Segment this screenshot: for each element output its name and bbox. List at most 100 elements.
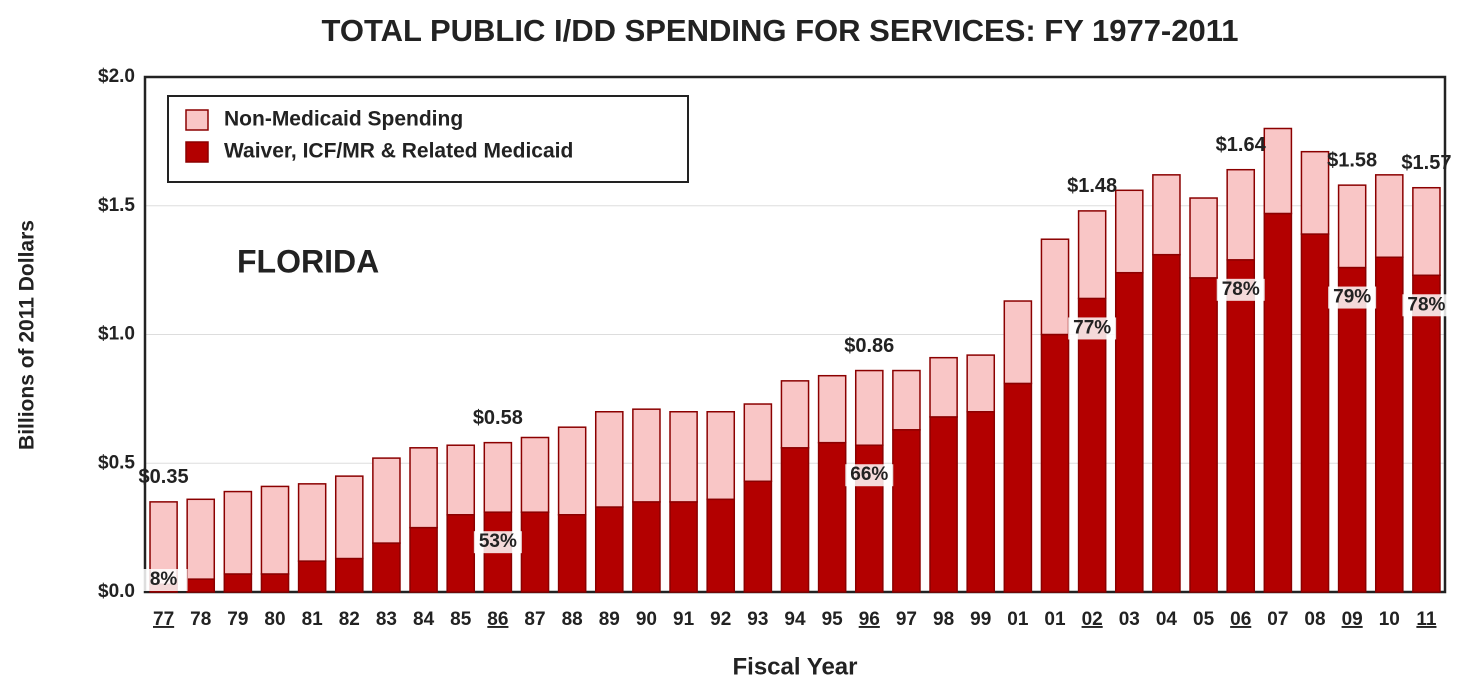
y-tick-label: $2.0 <box>98 66 135 87</box>
bar-segment <box>223 573 253 593</box>
bar-segment <box>669 501 698 593</box>
x-tick-label: 01 <box>1044 609 1066 630</box>
x-tick-label: 87 <box>524 609 545 630</box>
bar-segment <box>892 369 921 431</box>
y-axis-label: Billions of 2011 Dollars <box>16 220 39 450</box>
x-tick-label: 03 <box>1119 609 1140 630</box>
share-label-bg <box>1402 294 1451 317</box>
bar-segment <box>594 411 624 508</box>
bar-segment <box>632 408 661 503</box>
bar-segment <box>1300 150 1330 235</box>
x-tick-label: 01 <box>1007 609 1029 630</box>
bar-segment <box>1263 127 1293 215</box>
bar-segment <box>223 490 253 575</box>
bar-segment <box>372 542 401 593</box>
bar-segment <box>632 501 661 593</box>
x-tick-label: 92 <box>710 609 731 630</box>
share-label-bg <box>1216 278 1265 301</box>
x-tick-label: 06 <box>1230 609 1251 630</box>
total-label: $1.57 <box>1401 152 1451 174</box>
chart-title: TOTAL PUBLIC I/DD SPENDING FOR SERVICES:… <box>321 13 1238 48</box>
bar-segment <box>817 441 847 593</box>
bar-segment <box>334 557 364 593</box>
bar-segment <box>520 511 550 593</box>
bar-segment <box>706 498 736 593</box>
bar-segment <box>1003 300 1033 385</box>
x-tick-label: 99 <box>970 609 991 630</box>
share-label: 78% <box>1407 294 1445 315</box>
bar-segment <box>297 483 327 562</box>
bar-segment <box>297 560 327 593</box>
x-tick-label: 91 <box>673 609 695 630</box>
bar-segment <box>1114 189 1144 274</box>
bar-segment <box>557 514 587 593</box>
share-label: 78% <box>1222 279 1260 300</box>
bar-segment <box>817 374 847 444</box>
total-label: $0.35 <box>139 466 189 488</box>
x-tick-label: 80 <box>264 609 285 630</box>
bar-segment <box>966 354 996 413</box>
bar-segment <box>1003 382 1033 593</box>
bar-segment <box>1077 210 1107 300</box>
x-tick-label: 11 <box>1416 609 1437 630</box>
bar-segment <box>372 457 401 544</box>
share-label-bg <box>845 464 894 487</box>
bar-segment <box>1189 277 1218 593</box>
x-tick-label: 78 <box>190 609 211 630</box>
legend-label: Non-Medicaid Spending <box>224 108 463 131</box>
total-label: $1.48 <box>1067 175 1117 197</box>
bar-segment <box>1114 271 1144 593</box>
legend-swatch <box>185 109 209 131</box>
bar-segment <box>743 480 773 593</box>
bar-segment <box>409 447 438 529</box>
bar-segment <box>929 356 958 418</box>
bar-segment <box>260 485 290 575</box>
x-tick-label: 85 <box>450 609 472 630</box>
x-tick-label: 88 <box>562 609 583 630</box>
share-label-bg <box>139 569 188 591</box>
share-label: 53% <box>479 531 517 552</box>
bar-segment <box>1040 238 1070 336</box>
state-label: FLORIDA <box>237 243 379 279</box>
bar-segment <box>1412 186 1441 277</box>
share-label: 8% <box>150 569 178 590</box>
bar-segment <box>186 578 216 593</box>
bar-segment <box>743 403 773 483</box>
x-tick-label: 82 <box>339 609 360 630</box>
bar-segment <box>520 436 550 513</box>
bar-segment <box>1189 197 1218 279</box>
y-tick-label: $1.5 <box>98 195 135 216</box>
x-tick-label: 04 <box>1156 609 1178 630</box>
share-label-bg <box>473 531 522 554</box>
x-tick-label: 05 <box>1193 609 1215 630</box>
bar-segment <box>409 526 438 593</box>
bar-segment <box>1226 168 1256 261</box>
bar-segment <box>446 514 476 593</box>
x-tick-label: 95 <box>822 609 844 630</box>
x-tick-label: 96 <box>859 609 880 630</box>
total-label: $0.86 <box>844 335 894 357</box>
y-tick-label: $0.5 <box>98 452 135 473</box>
bar-segment <box>1077 297 1107 593</box>
total-label: $1.64 <box>1216 134 1267 156</box>
legend-label: Waiver, ICF/MR & Related Medicaid <box>224 140 573 163</box>
x-tick-label: 86 <box>487 609 508 630</box>
bar-segment <box>1152 253 1181 593</box>
bar-segment <box>966 411 996 593</box>
x-tick-label: 79 <box>227 609 248 630</box>
bar-segment <box>780 447 810 593</box>
y-tick-label: $0.0 <box>98 581 135 602</box>
x-tick-label: 98 <box>933 609 954 630</box>
x-tick-label: 89 <box>599 609 620 630</box>
bar-segment <box>1152 174 1181 256</box>
bar-segment <box>594 506 624 593</box>
x-tick-label: 83 <box>376 609 397 630</box>
x-tick-label: 94 <box>784 609 806 630</box>
share-label: 77% <box>1073 317 1111 338</box>
share-label: 66% <box>850 464 888 485</box>
bar-segment <box>1374 174 1404 259</box>
bar-segment <box>557 426 587 516</box>
x-tick-label: 77 <box>153 609 174 630</box>
share-label: 79% <box>1333 287 1371 308</box>
bar-segment <box>892 429 921 593</box>
